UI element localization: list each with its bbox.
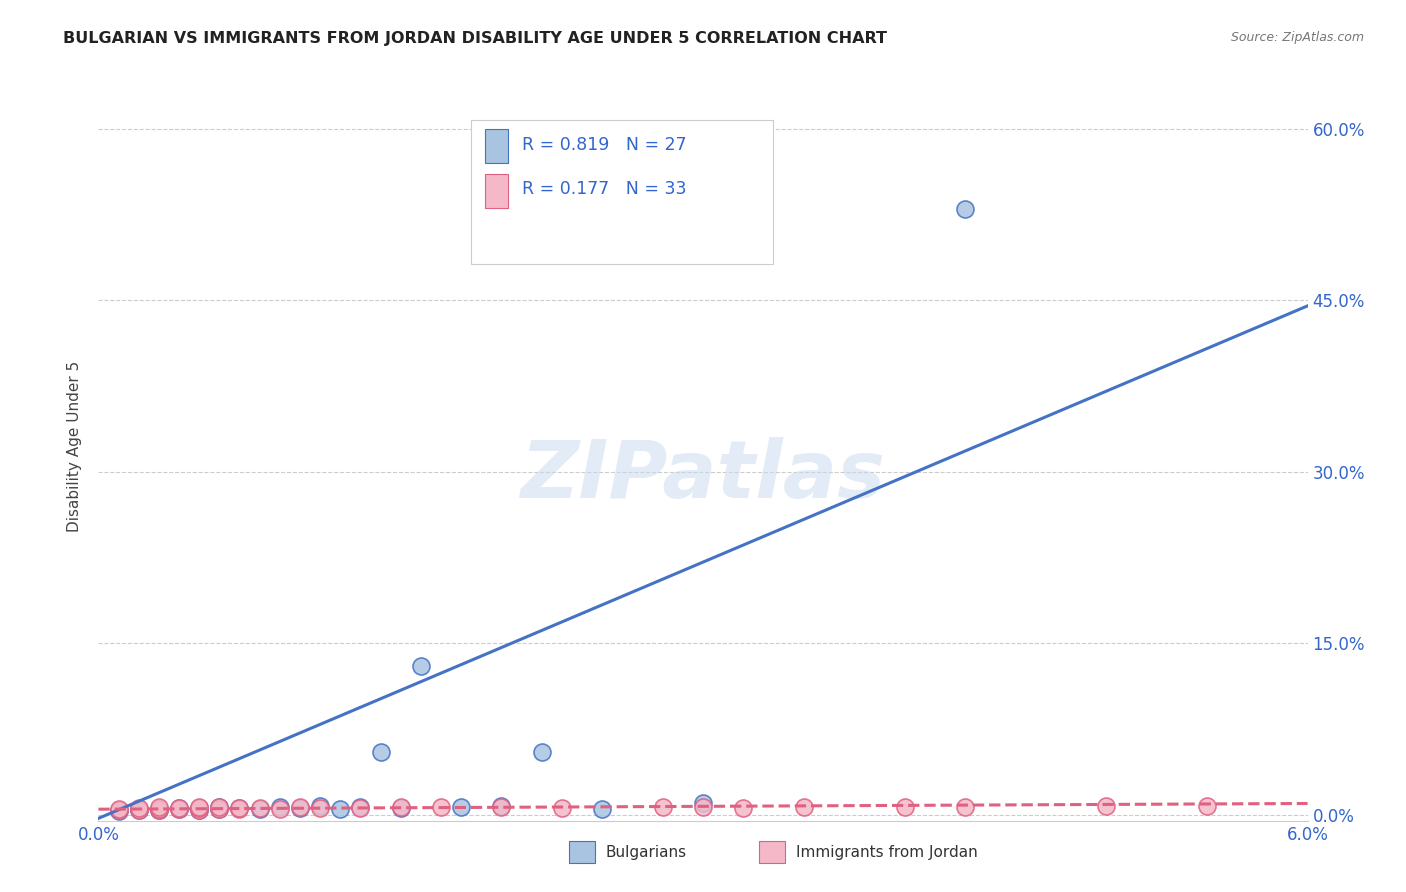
Text: ZIPatlas: ZIPatlas	[520, 437, 886, 515]
Text: BULGARIAN VS IMMIGRANTS FROM JORDAN DISABILITY AGE UNDER 5 CORRELATION CHART: BULGARIAN VS IMMIGRANTS FROM JORDAN DISA…	[63, 31, 887, 46]
Point	[269, 800, 291, 814]
Point	[208, 800, 231, 814]
Point	[491, 798, 513, 813]
Point	[228, 801, 250, 815]
Point	[188, 801, 211, 815]
Point	[591, 802, 613, 816]
Point	[1095, 798, 1118, 813]
Point	[107, 802, 129, 816]
Point	[329, 802, 352, 816]
Point	[370, 745, 392, 759]
Point	[651, 800, 673, 814]
Point	[167, 801, 190, 815]
Point	[551, 801, 574, 815]
Point	[208, 802, 231, 816]
Point	[128, 803, 150, 817]
Y-axis label: Disability Age Under 5: Disability Age Under 5	[67, 360, 83, 532]
Text: Immigrants from Jordan: Immigrants from Jordan	[796, 845, 977, 860]
Point	[953, 202, 976, 216]
Point	[148, 802, 170, 816]
Point	[188, 801, 211, 815]
Point	[107, 805, 129, 819]
Point	[692, 800, 714, 814]
Point	[148, 800, 170, 814]
Point	[228, 801, 250, 815]
Point	[530, 745, 553, 759]
Point	[167, 802, 190, 816]
Point	[249, 802, 271, 816]
Text: Bulgarians: Bulgarians	[606, 845, 688, 860]
Point	[430, 800, 453, 814]
Point	[288, 800, 311, 814]
Point	[128, 801, 150, 815]
Point	[288, 801, 311, 815]
Point	[188, 803, 211, 817]
Point	[167, 802, 190, 816]
Point	[249, 801, 271, 815]
Point	[389, 800, 412, 814]
Point	[208, 800, 231, 814]
Point	[1195, 798, 1218, 813]
Point	[188, 800, 211, 814]
Point	[491, 800, 513, 814]
Point	[953, 800, 976, 814]
Point	[107, 803, 129, 817]
Point	[389, 801, 412, 815]
Point	[269, 802, 291, 816]
Point	[893, 800, 915, 814]
Point	[309, 798, 332, 813]
Point	[309, 801, 332, 815]
Point	[148, 803, 170, 817]
Text: R = 0.177   N = 33: R = 0.177 N = 33	[522, 180, 686, 198]
Point	[409, 659, 432, 673]
Point	[188, 803, 211, 817]
Point	[128, 802, 150, 816]
Point	[793, 800, 815, 814]
Point	[148, 803, 170, 817]
Point	[349, 800, 371, 814]
Point	[128, 803, 150, 817]
Point	[692, 797, 714, 811]
Point	[167, 801, 190, 815]
Point	[148, 802, 170, 816]
Point	[450, 800, 472, 814]
Text: Source: ZipAtlas.com: Source: ZipAtlas.com	[1230, 31, 1364, 45]
Point	[228, 802, 250, 816]
Point	[349, 801, 371, 815]
Point	[733, 801, 755, 815]
Text: R = 0.819   N = 27: R = 0.819 N = 27	[522, 136, 686, 153]
Point	[208, 802, 231, 816]
